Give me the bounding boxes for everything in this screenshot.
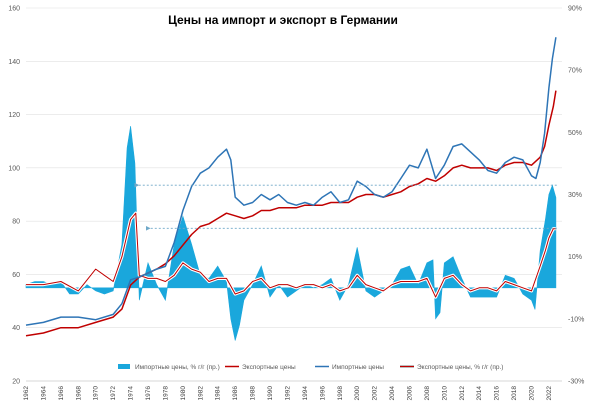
- y-axis-left: 20 40 60 80 100 120 140 160: [8, 6, 20, 386]
- y-left-tick-label: 140: [8, 59, 20, 66]
- x-tick-label: 2002: [372, 386, 379, 401]
- x-tick-label: 2020: [529, 386, 536, 401]
- chart-title: Цены на импорт и экспорт в Германии: [168, 13, 398, 27]
- x-tick-label: 2004: [389, 386, 396, 401]
- legend: Импортные цены, % г/г (пр.) Экспортные це…: [118, 364, 503, 371]
- y-left-tick-label: 60: [12, 272, 20, 279]
- y-right-tick-label: 30%: [568, 192, 582, 199]
- x-axis: 1962 1964 1966 1968 1970 1972 1974 1976 1978 1980…: [23, 380, 562, 401]
- y-right-tick-label: 10%: [568, 254, 582, 261]
- y-left-tick-label: 160: [8, 6, 20, 13]
- x-tick-label: 1990: [267, 386, 274, 401]
- x-tick-label: 2018: [511, 386, 518, 401]
- x-tick-label: 1976: [145, 386, 152, 401]
- y-left-tick-label: 80: [12, 219, 20, 226]
- annotations: [134, 182, 557, 231]
- y-right-tick-label: 90%: [568, 6, 582, 13]
- x-tick-label: 1962: [23, 386, 30, 401]
- legend-label: Импортные цены: [332, 364, 384, 371]
- x-tick-label: 2000: [354, 386, 361, 401]
- legend-swatch-area: [118, 364, 130, 369]
- export-yoy-halo: [26, 211, 556, 299]
- export-yoy-line: [26, 212, 556, 298]
- y-left-tick-label: 20: [12, 379, 20, 386]
- x-tick-label: 1964: [40, 386, 47, 401]
- export-prices-line: [25, 90, 557, 337]
- y-left-tick-label: 100: [8, 165, 20, 172]
- x-tick-label: 1992: [285, 386, 292, 401]
- x-tick-label: 1972: [110, 386, 117, 401]
- x-tick-label: 2016: [494, 386, 501, 401]
- legend-label: Импортные цены, % г/г (пр.): [135, 364, 220, 371]
- import-prices-line: [25, 37, 557, 326]
- x-tick-label: 1974: [128, 386, 135, 401]
- x-tick-label: 2008: [424, 386, 431, 401]
- y-left-tick-label: 120: [8, 112, 20, 119]
- x-tick-label: 1980: [180, 386, 187, 401]
- x-tick-label: 2012: [459, 386, 466, 401]
- x-tick-label: 1996: [319, 386, 326, 401]
- y-right-tick-label: 70%: [568, 68, 582, 75]
- x-tick-label: 1968: [75, 386, 82, 401]
- x-tick-label: 1986: [232, 386, 239, 401]
- x-tick-label: 2022: [546, 386, 553, 401]
- x-tick-label: 1966: [58, 386, 65, 401]
- x-tick-label: 1982: [197, 386, 204, 401]
- x-tick-label: 1970: [93, 386, 100, 401]
- series-lines: [25, 37, 557, 337]
- y-left-tick-label: 40: [12, 325, 20, 332]
- legend-label: Экспортные цены: [242, 364, 296, 371]
- x-tick-label: 2014: [476, 386, 483, 401]
- y-right-tick-label: -30%: [568, 379, 584, 386]
- x-tick-label: 2010: [441, 386, 448, 401]
- x-tick-label: 1988: [250, 386, 257, 401]
- y-right-tick-label: -10%: [568, 316, 584, 323]
- x-tick-label: 2006: [407, 386, 414, 401]
- x-tick-label: 1994: [302, 386, 309, 401]
- y-right-tick-label: 50%: [568, 130, 582, 137]
- x-tick-label: 1998: [337, 386, 344, 401]
- legend-label: Экспортные цены, % г/г (пр.): [417, 364, 503, 371]
- y-axis-right: -30% -10% 10% 30% 50% 70% 90%: [568, 6, 584, 386]
- gridlines: [26, 7, 562, 382]
- x-tick-label: 1978: [162, 386, 169, 401]
- x-tick-label: 1984: [215, 386, 222, 401]
